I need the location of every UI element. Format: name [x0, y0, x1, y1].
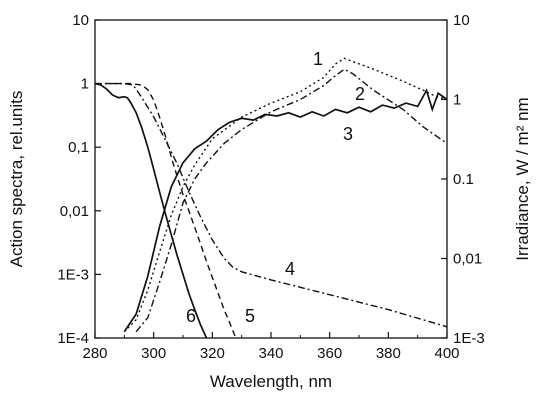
x-tick-label: 300: [141, 345, 166, 362]
y-left-tick-label: 0,01: [60, 203, 89, 220]
y-left-tick-label: 10: [72, 12, 89, 29]
series-group: [94, 57, 448, 339]
tick-labels: 280 300 320 340 360 380 400 10 1 0,1 0,01 1E-3 1E-4 1…: [57, 12, 484, 362]
x-tick-label: 400: [434, 345, 459, 362]
series-5-label: 5: [245, 306, 255, 326]
y-left-tick-label: 1E-3: [57, 266, 89, 283]
y-left-tick-label: 1: [81, 76, 89, 93]
x-tick-label: 360: [317, 345, 342, 362]
plot-frame: [94, 19, 448, 339]
y-right-tick-label: 1E-3: [453, 330, 485, 347]
series-6-line: [94, 82, 208, 339]
y-right-tick-label: 1: [453, 92, 461, 109]
axis-ticks: [94, 19, 448, 339]
y-right-tick-label: 10: [453, 12, 470, 29]
x-tick-label: 280: [82, 345, 107, 362]
series-4-label: 4: [285, 259, 295, 279]
x-tick-label: 380: [376, 345, 401, 362]
x-tick-label: 320: [200, 345, 225, 362]
series-6-label: 6: [186, 306, 196, 326]
y-right-tick-label: 0.1: [453, 171, 474, 188]
series-1-line: [123, 57, 448, 333]
series-3-label: 3: [343, 124, 353, 144]
y-right-tick-label: 0,01: [453, 251, 482, 268]
x-tick-label: 340: [258, 345, 283, 362]
series-3-line: [123, 88, 448, 333]
series-2-label: 2: [355, 84, 365, 104]
y-left-tick-label: 0,1: [68, 139, 89, 156]
y-axis-left-title: Action spectra, rel.units: [7, 91, 26, 268]
series-4-line: [95, 82, 448, 328]
series-2-line: [135, 68, 448, 333]
y-axis-right-title: Irradiance, W / m² nm: [513, 97, 532, 260]
series-5-line: [95, 82, 237, 339]
y-left-tick-label: 1E-4: [57, 330, 89, 347]
series-1-label: 1: [313, 49, 323, 69]
x-axis-title: Wavelength, nm: [210, 372, 332, 391]
